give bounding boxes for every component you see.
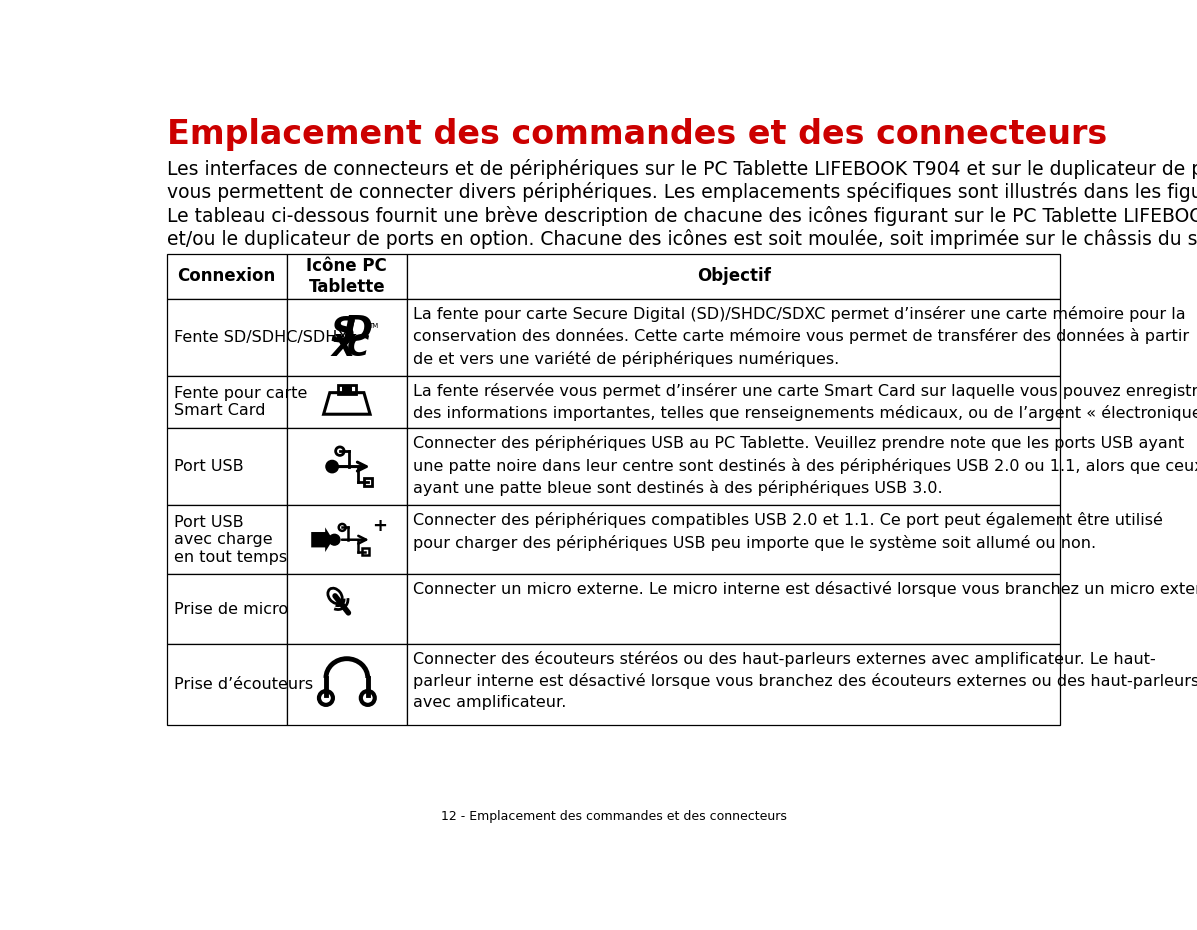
Text: La fente pour carte Secure Digital (SD)/SHDC/SDXC permet d’insérer une carte mém: La fente pour carte Secure Digital (SD)/… [413,306,1190,366]
Text: Icône PC
Tablette: Icône PC Tablette [306,257,388,296]
Text: vous permettent de connecter divers périphériques. Les emplacements spécifiques : vous permettent de connecter divers péri… [166,182,1197,203]
Bar [364,478,371,485]
Text: Connecter un micro externe. Le micro interne est désactivé lorsque vous branchez: Connecter un micro externe. Le micro int… [413,581,1197,597]
Text: 12 - Emplacement des commandes et des connecteurs: 12 - Emplacement des commandes et des co… [440,810,786,823]
Bar [166,299,287,376]
Bar [166,575,287,644]
Text: La fente réservée vous permet d’insérer une carte Smart Card sur laquelle vous p: La fente réservée vous permet d’insérer … [413,382,1197,421]
Text: Connecter des périphériques compatibles USB 2.0 et 1.1. Ce port peut également ê: Connecter des périphériques compatibles … [413,512,1163,551]
Bar [407,376,1061,428]
Bar [407,575,1061,644]
Bar [166,254,287,299]
Text: Objectif: Objectif [697,268,771,286]
Bar [287,428,407,505]
Bar [287,575,407,644]
Bar [407,299,1061,376]
Bar [287,376,407,428]
Bar [166,376,287,428]
Bar [407,505,1061,575]
Text: TM: TM [369,324,378,329]
Text: Connecter des écouteurs stéréos ou des haut-parleurs externes avec amplificateur: Connecter des écouteurs stéréos ou des h… [413,651,1197,711]
Bar [361,548,369,555]
Bar [287,505,407,575]
Text: Prise de micro: Prise de micro [175,602,288,617]
Text: Port USB: Port USB [175,459,244,474]
Bar [342,387,352,392]
Text: Prise d’écouteurs: Prise d’écouteurs [175,677,314,692]
Bar [407,254,1061,299]
Bar [166,428,287,505]
Circle shape [329,535,340,545]
Bar [287,299,407,376]
Polygon shape [311,527,333,552]
Text: Port USB
avec charge
en tout temps: Port USB avec charge en tout temps [175,515,287,565]
Text: D: D [342,314,372,348]
Text: Fente SD/SDHC/SDHX: Fente SD/SDHC/SDHX [175,330,348,345]
Text: et/ou le duplicateur de ports en option. Chacune des icônes est soit moulée, soi: et/ou le duplicateur de ports en option.… [166,229,1197,248]
Text: Connexion: Connexion [177,268,275,286]
Text: S: S [330,314,357,348]
Bar [287,644,407,724]
Circle shape [326,460,339,472]
Bar [338,385,357,394]
Text: X: X [332,334,356,363]
Bar [407,428,1061,505]
Bar [166,644,287,724]
Bar [407,644,1061,724]
Text: Connecter des périphériques USB au PC Tablette. Veuillez prendre note que les po: Connecter des périphériques USB au PC Ta… [413,435,1197,496]
Bar [287,254,407,299]
Text: Le tableau ci-dessous fournit une brève description de chacune des icônes figura: Le tableau ci-dessous fournit une brève … [166,206,1197,226]
Text: +: + [372,517,387,535]
Text: C: C [346,334,369,363]
Bar [166,505,287,575]
Text: Fente pour carte
Smart Card: Fente pour carte Smart Card [175,386,308,418]
Text: Emplacement des commandes et des connecteurs: Emplacement des commandes et des connect… [166,118,1107,151]
Text: Les interfaces de connecteurs et de périphériques sur le PC Tablette LIFEBOOK T9: Les interfaces de connecteurs et de péri… [166,159,1197,179]
